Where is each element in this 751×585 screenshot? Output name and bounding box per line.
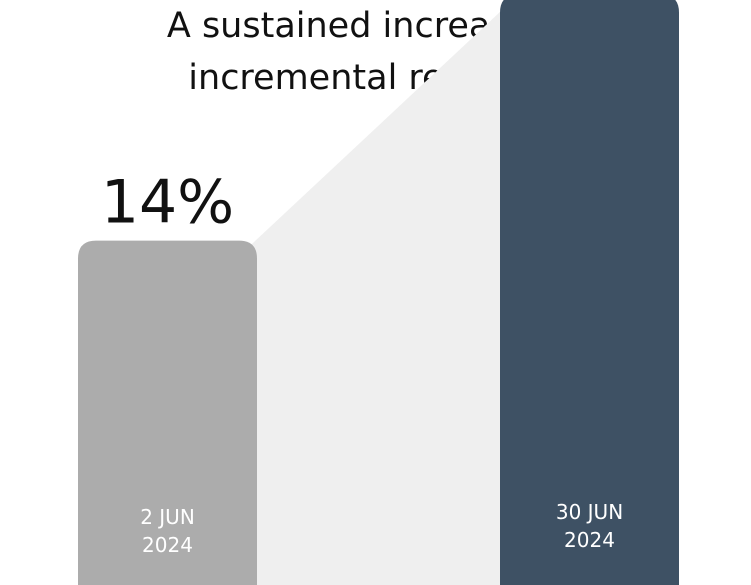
- value-label-1: 14%: [101, 168, 234, 238]
- bars-group: [78, 0, 679, 585]
- category-label-2-line-1: 30 JUN: [556, 500, 623, 524]
- category-label-1-line-2: 2024: [142, 533, 193, 557]
- category-label-1-line-1: 2 JUN: [140, 505, 195, 529]
- category-label-2-line-2: 2024: [564, 528, 615, 552]
- bar-1: [78, 240, 257, 585]
- bar-2: [500, 0, 679, 585]
- growth-connector: [247, 2, 510, 585]
